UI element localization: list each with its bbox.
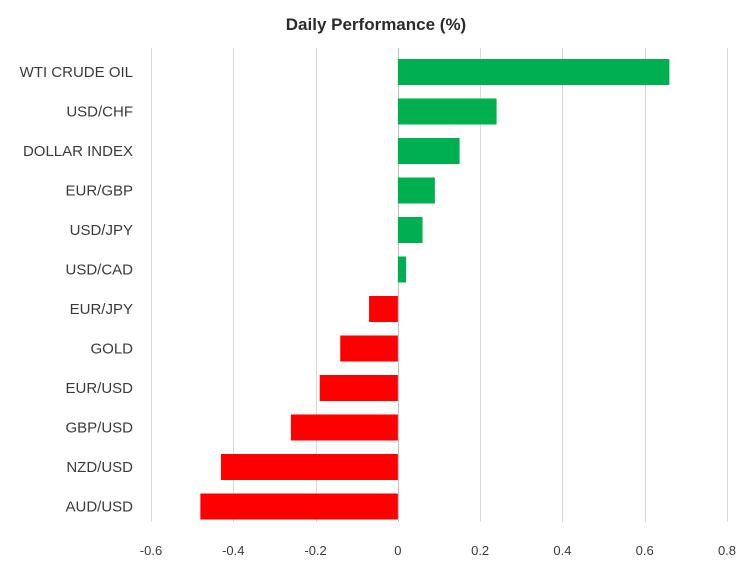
bar <box>397 177 435 204</box>
bar <box>200 493 398 520</box>
category-labels: WTI CRUDE OIL USD/CHF DOLLAR INDEX EUR/GBP U… <box>20 64 134 516</box>
bar <box>397 98 497 125</box>
x-tick-label: 0 <box>394 543 401 558</box>
category-label: USD/JPY <box>70 222 133 239</box>
bar <box>369 296 398 322</box>
x-tick-label: 0.8 <box>718 543 736 558</box>
category-label: USD/CHF <box>66 104 133 121</box>
bar <box>397 256 407 283</box>
category-label: AUD/USD <box>65 499 133 516</box>
category-label: USD/CAD <box>65 262 133 279</box>
bar <box>397 59 670 85</box>
bar <box>397 138 460 164</box>
bar <box>397 217 423 243</box>
category-label: GOLD <box>90 341 133 358</box>
x-tick-label: -0.2 <box>304 543 326 558</box>
category-label: WTI CRUDE OIL <box>20 64 133 81</box>
x-tick-label: 0.4 <box>553 543 571 558</box>
category-label: DOLLAR INDEX <box>23 143 133 160</box>
category-label: EUR/GBP <box>65 183 133 200</box>
bars <box>200 59 670 520</box>
bar <box>290 414 398 441</box>
x-tick-label: -0.6 <box>140 543 162 558</box>
bar <box>220 454 398 480</box>
category-label: EUR/JPY <box>70 301 133 318</box>
bar <box>340 335 398 362</box>
x-tick-label: 0.2 <box>471 543 489 558</box>
x-tick-label: 0.6 <box>636 543 654 558</box>
x-tick-label: -0.4 <box>222 543 244 558</box>
category-label: EUR/USD <box>65 380 133 397</box>
gridlines <box>151 48 728 522</box>
chart-title: Daily Performance (%) <box>286 15 466 34</box>
x-axis-ticks: -0.6 -0.4 -0.2 0 0.2 0.4 0.6 0.8 <box>140 543 736 558</box>
category-label: GBP/USD <box>65 420 133 437</box>
bar <box>319 375 398 401</box>
category-label: NZD/USD <box>66 459 133 476</box>
